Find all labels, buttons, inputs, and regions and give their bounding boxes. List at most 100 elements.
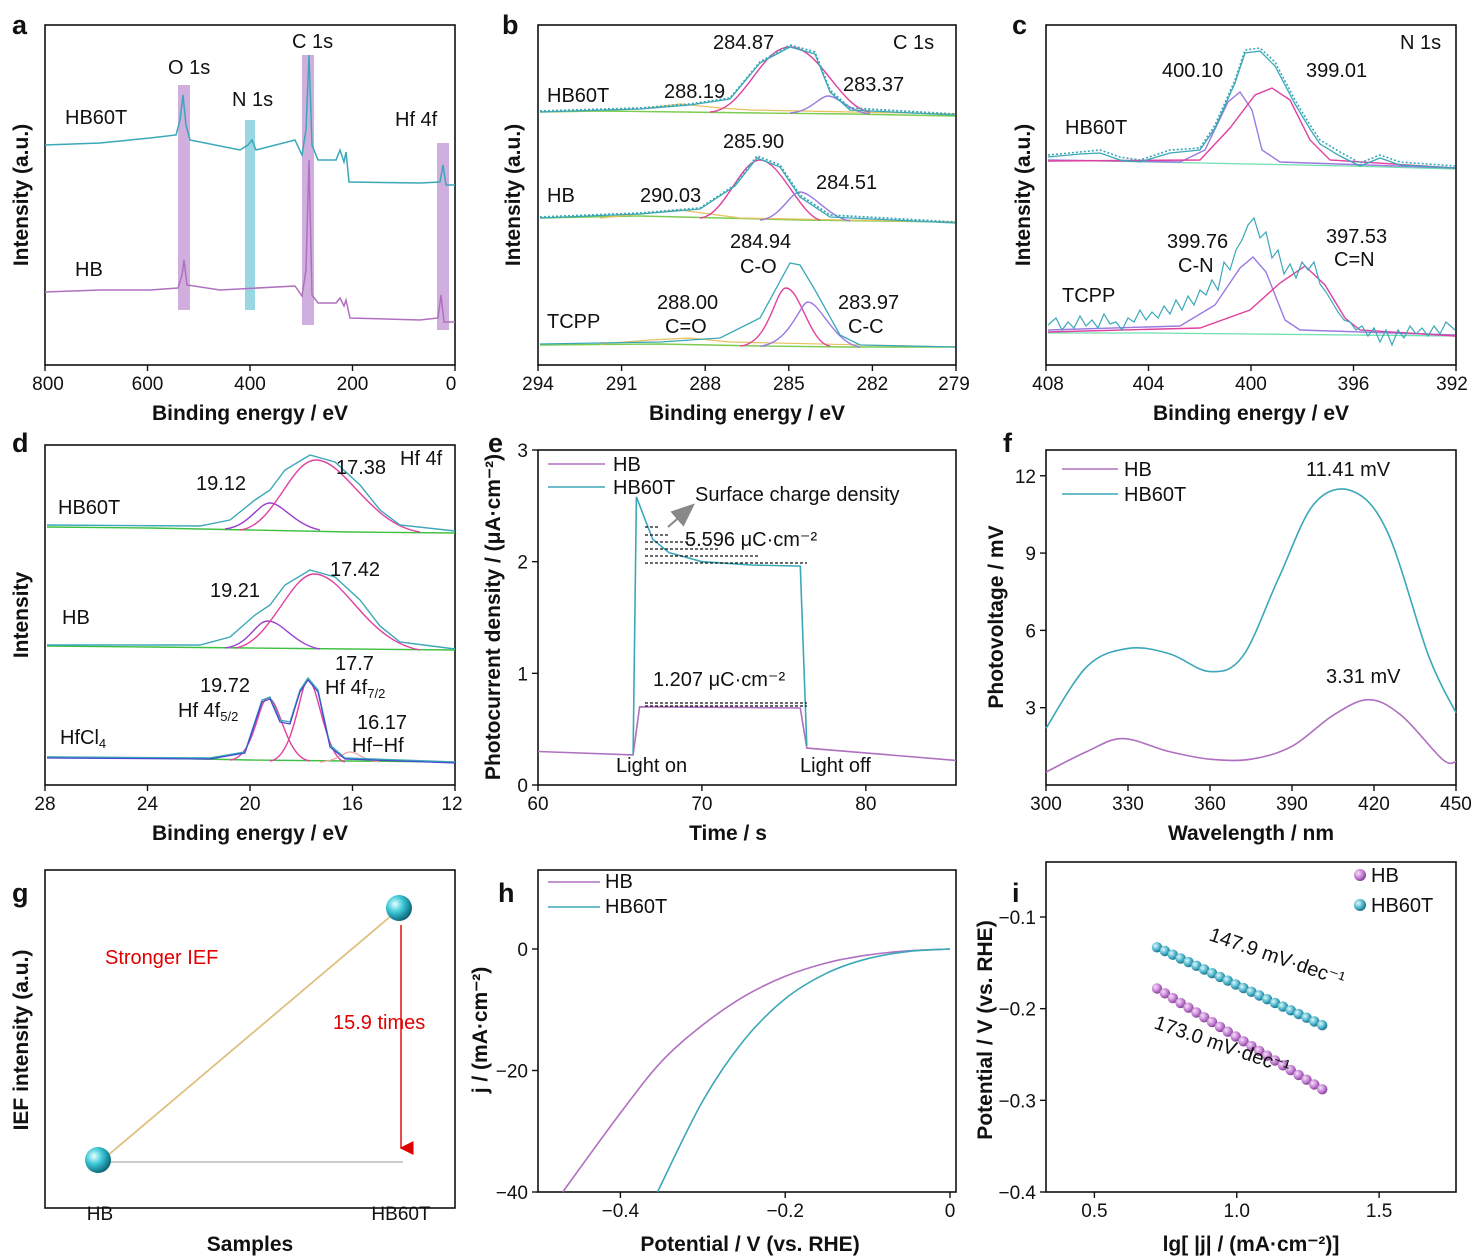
tafel-point-hb60t	[1214, 971, 1226, 983]
x-tick-label: HB60T	[371, 1204, 431, 1225]
panel-e-frame	[537, 449, 957, 786]
tafel-point-hb	[1230, 1031, 1241, 1042]
series-label-hb60t: HB60T	[1065, 117, 1127, 139]
annotation: 19.72	[200, 675, 250, 697]
series-label-hb: HB	[75, 259, 103, 281]
y-tick-label: −0.2	[998, 1000, 1036, 1021]
y-tick-label: 6	[1025, 621, 1036, 642]
x-axis-title-i: lg[ |j| / (mA·cm⁻²)]	[1163, 1233, 1340, 1256]
x-tick-label: 285	[773, 374, 805, 395]
annotation: C-O	[740, 256, 777, 278]
tafel-point-hb	[1159, 988, 1171, 999]
series-hb	[1045, 698, 1457, 773]
tafel-point-hb60t	[1230, 979, 1241, 990]
annotation: 288.19	[664, 81, 725, 103]
tafel-point-hb60t	[1167, 949, 1179, 960]
panel-b-frame	[537, 24, 957, 366]
y-tick-label: −0.4	[998, 1183, 1036, 1204]
annotation: Surface charge density	[695, 484, 900, 506]
spectrum-title-n1s: N 1s	[1400, 32, 1441, 54]
panel-label-b: b	[502, 10, 519, 40]
panel-g-frame	[44, 869, 456, 1209]
annotation: 19.12	[196, 473, 246, 495]
x-axis-title-f: Wavelength / nm	[1168, 822, 1334, 845]
y-axis-title-d: Intensity	[10, 572, 33, 659]
x-tick-label: 408	[1032, 374, 1064, 395]
x-tick-label: 294	[522, 374, 554, 395]
panel-i-frame	[1045, 861, 1457, 1193]
panel-label-g: g	[12, 878, 29, 908]
panel-b: b 284.87 C 1s HB60T 288.19 283.37 285.90…	[502, 10, 970, 425]
panel-label-f: f	[1003, 428, 1013, 458]
axes-f: 300 330 360 390 420 450 3 6 9 12	[1015, 467, 1472, 815]
y-tick-label: 0	[517, 940, 528, 961]
annotation: 399.76	[1167, 231, 1228, 253]
x-axis-title-b: Binding energy / eV	[649, 402, 845, 425]
x-tick-label: 1.5	[1366, 1201, 1392, 1222]
tafel-point-hb60t	[1293, 1008, 1304, 1020]
legend-label: HB	[1371, 865, 1399, 887]
y-tick-label: 3	[517, 441, 528, 462]
tafel-point-hb60t	[1277, 1001, 1289, 1012]
x-tick-label: 200	[337, 374, 369, 395]
spectrum-title-c1s: C 1s	[893, 32, 934, 54]
series-hb	[562, 948, 951, 1193]
y-axis-title-e: Photocurrent density / (μA·cm⁻²)	[482, 454, 505, 780]
annotation: 290.03	[640, 185, 701, 207]
y-tick-label: 1	[517, 664, 528, 685]
y-tick-label: 12	[1015, 467, 1036, 488]
x-axis-title-c: Binding energy / eV	[1153, 402, 1349, 425]
tafel-point-hb60t	[1309, 1016, 1320, 1027]
annotation: 16.17	[357, 712, 407, 734]
tafel-point-hb	[1246, 1040, 1257, 1052]
annotation: 284.87	[713, 32, 774, 54]
annotation: C-C	[848, 316, 884, 338]
y-tick-label: 9	[1025, 544, 1036, 565]
tafel-point-hb	[1277, 1060, 1289, 1071]
y-tick-label: 0	[517, 776, 528, 797]
x-tick-label: −0.2	[766, 1201, 804, 1222]
series-hb60t	[656, 948, 951, 1193]
tafel-point-hb60t	[1238, 982, 1249, 994]
tafel-point-hb	[1206, 1016, 1218, 1028]
annotation: 1.207 μC·cm⁻²	[653, 669, 785, 691]
ief-point-hb60t	[386, 895, 412, 921]
series-label-tcpp: TCPP	[547, 311, 600, 333]
surface-charge-arrow	[667, 503, 696, 528]
tafel-point-hb	[1199, 1012, 1210, 1023]
series-label-hb60t: HB60T	[547, 85, 609, 107]
annotation: 283.97	[838, 292, 899, 314]
tafel-point-hb60t	[1261, 994, 1273, 1005]
annotation: 400.10	[1162, 60, 1223, 82]
annotation: 284.51	[816, 172, 877, 194]
tafel-point-hb	[1214, 1021, 1226, 1033]
panel-f: f HB HB60T 11.41 mV 3.31 mV 300 330 360 390…	[985, 428, 1472, 845]
annotation: 285.90	[723, 131, 784, 153]
x-tick-label: 288	[689, 374, 721, 395]
x-ticks-d: 28 24 20 16 12	[34, 785, 463, 815]
series-label-hb60t: HB60T	[65, 107, 127, 129]
tafel-point-hb	[1222, 1026, 1234, 1037]
series-label-tcpp: TCPP	[1062, 285, 1115, 307]
tafel-point-hb60t	[1199, 964, 1210, 975]
x-ticks-c: 408 404 400 396 392	[1032, 365, 1468, 395]
peak-label-hf4f: Hf 4f	[395, 109, 438, 131]
x-tick-label: 16	[342, 794, 363, 815]
x-tick-label: 800	[32, 374, 64, 395]
x-tick-label: 279	[938, 374, 970, 395]
annotation: 17.7	[335, 653, 374, 675]
x-tick-label: 300	[1030, 794, 1062, 815]
tafel-point-hb60t	[1175, 953, 1186, 964]
legend-i: HB HB60T	[1354, 865, 1433, 917]
series-label-hfcl4: HfCl4	[60, 727, 106, 751]
panel-c: c 400.10 399.01 N 1s HB60T 399.76 C-N 39…	[1012, 10, 1468, 425]
photocurrent-curves	[537, 496, 957, 762]
x-tick-label: 20	[239, 794, 260, 815]
annotation: 3.31 mV	[1326, 666, 1401, 688]
stronger-ief-label: Stronger IEF	[105, 947, 218, 969]
x-tick-label: 600	[132, 374, 164, 395]
panel-label-i: i	[1012, 878, 1020, 908]
y-tick-label: 3	[1025, 699, 1036, 720]
x-tick-label: 0.5	[1081, 1201, 1107, 1222]
